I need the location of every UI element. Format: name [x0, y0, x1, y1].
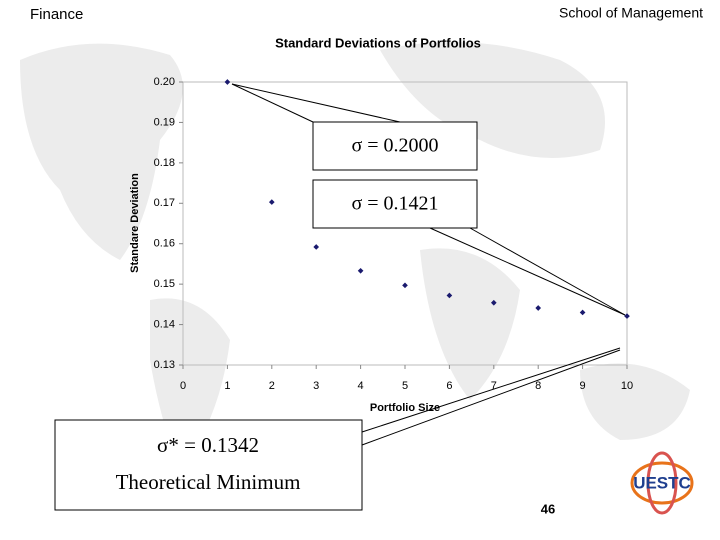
- x-tick-label: 5: [402, 380, 408, 392]
- point: [624, 313, 630, 319]
- x-tick-label: 10: [621, 380, 633, 392]
- logo: UESTC: [630, 451, 694, 515]
- callout-lines: [231, 83, 626, 446]
- point: [313, 244, 320, 250]
- x-tick-label: 2: [269, 380, 275, 392]
- x-tick-label: 1: [224, 380, 230, 392]
- callout-box: [312, 179, 478, 229]
- point: [535, 305, 542, 311]
- chart-title: Standard Deviations of Portfolios: [275, 35, 481, 50]
- x-tick-label: 8: [535, 380, 541, 392]
- y-tick-label: 0.15: [154, 278, 175, 290]
- x-tick-label: 6: [446, 380, 452, 392]
- x-axis-label: Portfolio Size: [370, 402, 440, 414]
- callout-text: σ* = 0.1342: [157, 433, 259, 457]
- point: [402, 282, 408, 289]
- x-tick-label: 3: [313, 380, 319, 392]
- y-tick-label: 0.20: [154, 76, 175, 88]
- callout-box: [312, 121, 478, 171]
- callout-text: σ = 0.1421: [351, 193, 438, 215]
- y-tick-label: 0.17: [154, 197, 175, 209]
- point: [579, 309, 586, 316]
- header-left: Finance: [30, 6, 83, 23]
- point: [224, 79, 231, 85]
- header-right: School of Management: [559, 5, 703, 21]
- y-tick-label: 0.14: [154, 318, 175, 330]
- point: [446, 292, 453, 299]
- x-tick-label: 9: [580, 380, 586, 392]
- y-tick-label: 0.13: [154, 359, 175, 371]
- x-tick-label: 0: [180, 380, 186, 392]
- callout-box: [54, 419, 363, 511]
- point: [490, 299, 497, 306]
- map-background: [20, 42, 690, 470]
- y-tick-label: 0.19: [154, 116, 175, 128]
- callout-text: σ = 0.2000: [351, 135, 438, 157]
- point: [357, 267, 364, 274]
- x-tick-label: 7: [491, 380, 497, 392]
- point: [268, 199, 275, 205]
- logo-text: UESTC: [633, 473, 691, 492]
- page-number: 46: [541, 501, 555, 516]
- y-axis-label: Standare Deviation: [129, 173, 141, 273]
- y-tick-label: 0.18: [154, 157, 175, 169]
- callout-text: Theoretical Minimum: [116, 470, 301, 494]
- y-tick-label: 0.16: [154, 238, 175, 250]
- x-tick-label: 4: [358, 380, 364, 392]
